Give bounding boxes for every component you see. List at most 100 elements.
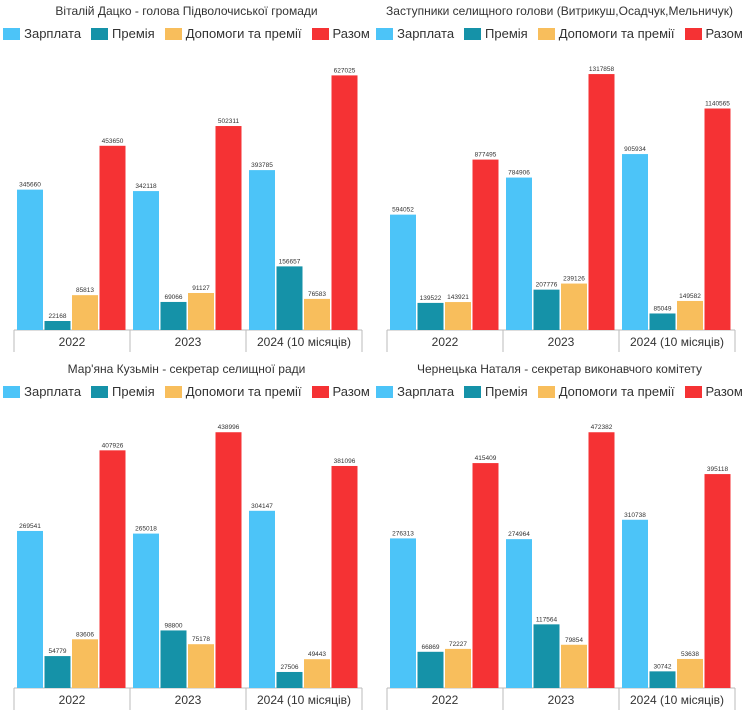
data-label: 117564 bbox=[536, 616, 558, 623]
data-label: 393785 bbox=[251, 162, 273, 169]
data-label: 139522 bbox=[420, 295, 442, 302]
x-tick-label: 2022 bbox=[59, 335, 86, 349]
data-label: 1140565 bbox=[705, 100, 730, 107]
legend-label: Зарплата bbox=[397, 26, 455, 41]
data-label: 54779 bbox=[48, 648, 66, 655]
legend-swatch bbox=[464, 385, 482, 398]
bar-plot: 269541 54779 83606 407926 2022 265018 98800 751… bbox=[13, 424, 363, 710]
legend-label: Допомоги та премії bbox=[558, 384, 675, 399]
legend-item: Премія bbox=[464, 26, 528, 41]
legend-swatch bbox=[537, 27, 555, 40]
bonus-bar bbox=[160, 301, 187, 330]
salary-bar bbox=[506, 539, 532, 688]
data-label: 85049 bbox=[653, 305, 671, 312]
aid-bar bbox=[445, 302, 471, 330]
x-tick-label: 2023 bbox=[175, 693, 202, 707]
total-bar bbox=[704, 474, 731, 688]
data-label: 207776 bbox=[536, 282, 558, 289]
legend-swatch bbox=[537, 385, 555, 398]
legend-swatch bbox=[164, 27, 182, 40]
legend-item: Допомоги та премії bbox=[164, 26, 302, 41]
salary-bar bbox=[133, 191, 159, 330]
legend-label: Зарплата bbox=[24, 384, 82, 399]
legend-swatch bbox=[684, 385, 702, 398]
data-label: 72227 bbox=[449, 641, 467, 648]
bonus-bar bbox=[417, 651, 444, 688]
total-bar bbox=[472, 463, 499, 688]
x-tick-label: 2024 (10 місяців) bbox=[257, 335, 351, 349]
bonus-bar bbox=[44, 320, 71, 330]
salary-bar bbox=[249, 510, 275, 688]
aid-bar bbox=[561, 644, 587, 688]
bonus-bar bbox=[276, 266, 303, 330]
legend-item: Премія bbox=[91, 384, 155, 399]
total-bar bbox=[215, 126, 242, 331]
data-label: 877495 bbox=[475, 152, 497, 159]
legend-item: Допомоги та премії bbox=[537, 26, 675, 41]
bonus-bar bbox=[533, 289, 560, 330]
salary-bar bbox=[17, 530, 43, 688]
total-bar bbox=[215, 432, 242, 688]
chart-title: Віталій Дацко - голова Підволочиської гр… bbox=[55, 4, 318, 18]
legend-item: Разом bbox=[684, 384, 743, 399]
legend-swatch bbox=[311, 27, 329, 40]
data-label: 66869 bbox=[421, 644, 439, 651]
chart-panel: Заступники селищного голови (Витрикуш,Ос… bbox=[373, 0, 746, 358]
aid-bar bbox=[72, 295, 98, 330]
legend-swatch bbox=[3, 385, 21, 398]
data-label: 49443 bbox=[308, 651, 326, 658]
salary-bar bbox=[622, 154, 648, 330]
total-bar bbox=[588, 74, 615, 331]
chart-legend: Зарплата Премія Допомоги та премії Разом bbox=[373, 384, 746, 399]
legend-item: Зарплата bbox=[3, 384, 81, 399]
data-label: 53638 bbox=[681, 651, 699, 658]
x-tick-label: 2024 (10 місяців) bbox=[257, 693, 351, 707]
legend-label: Разом bbox=[705, 384, 743, 399]
data-label: 156657 bbox=[279, 258, 301, 265]
data-label: 83606 bbox=[76, 631, 94, 638]
legend-item: Зарплата bbox=[376, 384, 454, 399]
legend-swatch bbox=[684, 27, 702, 40]
data-label: 438996 bbox=[218, 424, 240, 431]
aid-bar bbox=[72, 639, 98, 688]
data-label: 502311 bbox=[218, 118, 240, 125]
x-tick-label: 2023 bbox=[548, 693, 575, 707]
data-label: 342118 bbox=[135, 183, 157, 190]
data-label: 381096 bbox=[334, 458, 356, 465]
data-label: 69066 bbox=[164, 294, 182, 301]
data-label: 79854 bbox=[565, 637, 583, 644]
legend-label: Премія bbox=[485, 26, 528, 41]
aid-bar bbox=[188, 292, 214, 330]
legend-label: Допомоги та премії bbox=[185, 26, 302, 41]
legend-label: Допомоги та премії bbox=[185, 384, 302, 399]
legend-item: Премія bbox=[464, 384, 528, 399]
legend-swatch bbox=[376, 27, 394, 40]
legend-swatch bbox=[91, 27, 109, 40]
x-tick-label: 2023 bbox=[548, 335, 575, 349]
bar-plot: 345660 22168 85813 453650 2022 342118 69066 911… bbox=[13, 67, 363, 352]
bonus-bar bbox=[44, 656, 71, 688]
legend-label: Премія bbox=[112, 26, 155, 41]
data-label: 143921 bbox=[447, 294, 469, 301]
salary-bar bbox=[622, 519, 648, 688]
data-label: 27506 bbox=[280, 664, 298, 671]
bonus-bar bbox=[417, 302, 444, 330]
data-label: 345660 bbox=[19, 182, 41, 189]
chart-legend: Зарплата Премія Допомоги та премії Разом bbox=[0, 26, 373, 41]
total-bar bbox=[588, 432, 615, 688]
data-label: 304147 bbox=[251, 503, 273, 510]
aid-bar bbox=[304, 659, 330, 688]
legend-label: Премія bbox=[112, 384, 155, 399]
data-label: 415409 bbox=[475, 455, 497, 462]
bar-plot: 594052 139522 143921 877495 2022 784906 207776… bbox=[386, 66, 736, 352]
legend-label: Зарплата bbox=[397, 384, 455, 399]
aid-bar bbox=[188, 644, 214, 688]
data-label: 1317858 bbox=[589, 66, 615, 73]
data-label: 472382 bbox=[591, 424, 613, 431]
chart-panel: Віталій Дацко - голова Підволочиської гр… bbox=[0, 0, 373, 358]
legend-item: Премія bbox=[91, 26, 155, 41]
salary-bar bbox=[390, 214, 416, 330]
total-bar bbox=[472, 159, 499, 330]
data-label: 85813 bbox=[76, 287, 94, 294]
data-label: 98800 bbox=[164, 622, 182, 629]
